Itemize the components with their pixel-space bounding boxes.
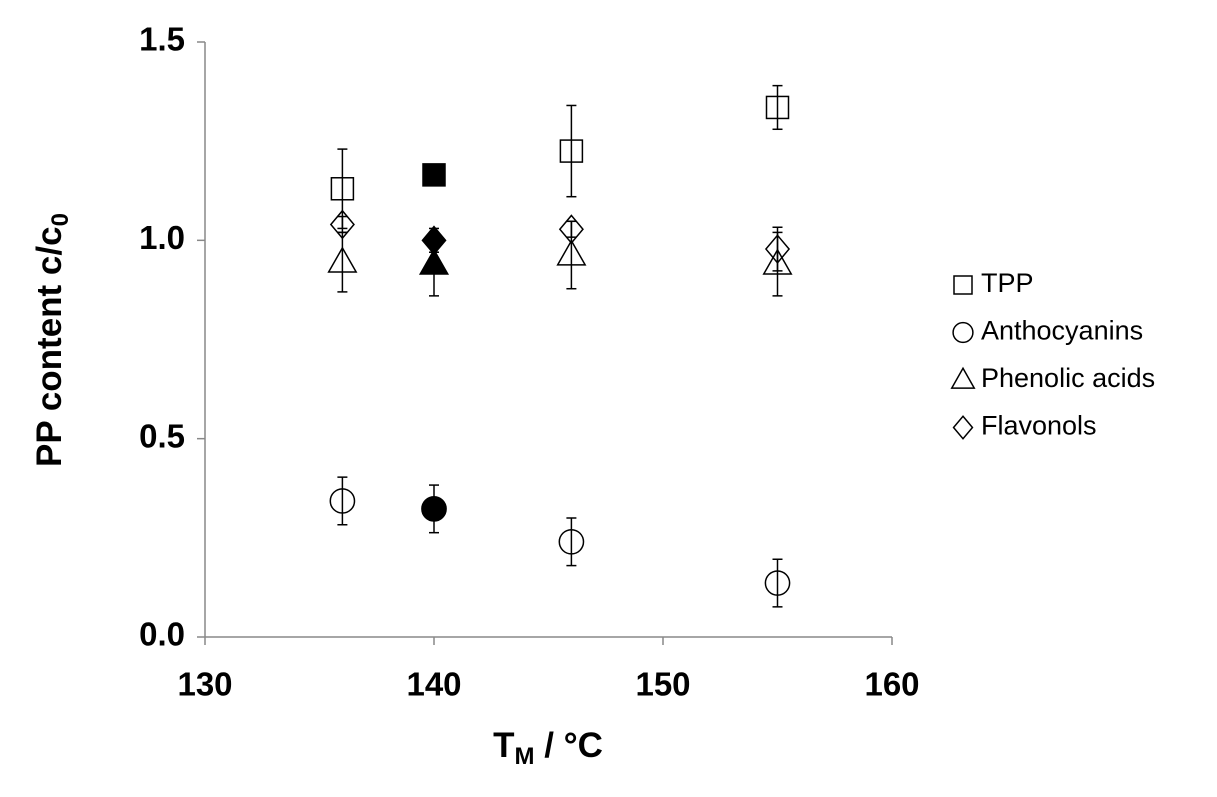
x-axis-label: TM / °C	[493, 726, 603, 770]
error-bar	[772, 558, 783, 608]
error-bar	[772, 84, 783, 131]
x-label-sub: M	[514, 743, 534, 770]
point	[558, 214, 584, 245]
legend-marker	[953, 275, 973, 295]
point	[330, 177, 355, 201]
error-bar	[337, 231, 348, 293]
error-bar	[566, 220, 577, 238]
error-bar	[566, 104, 577, 198]
point	[762, 248, 793, 275]
point	[418, 248, 450, 275]
x-tick-label: 150	[635, 666, 690, 703]
error-bar	[566, 517, 577, 567]
legend-label: Flavonols	[981, 411, 1097, 441]
y-tick-label: 1.0	[139, 219, 185, 256]
y-label-main: PP content c/c	[30, 226, 69, 467]
error-bar	[337, 215, 348, 234]
x-label-main: T	[493, 726, 514, 765]
x-tick-label: 160	[864, 666, 919, 703]
x-tick-label: 130	[177, 666, 232, 703]
legend-marker	[952, 321, 974, 344]
point	[764, 570, 791, 596]
point	[559, 139, 584, 163]
y-label-sub: 0	[47, 213, 74, 226]
point	[327, 246, 358, 273]
point	[765, 95, 790, 120]
legend-marker	[952, 415, 974, 440]
y-tick-label: 0.5	[139, 417, 185, 454]
legend-marker	[950, 366, 976, 389]
x-label-rest: / °C	[534, 726, 602, 765]
legend-label: TPP	[981, 268, 1034, 298]
y-tick-label: 1.5	[139, 21, 185, 58]
point	[421, 225, 447, 256]
error-bar	[337, 476, 348, 526]
point	[329, 488, 356, 514]
y-axis-label: PP content c/c0	[30, 213, 74, 467]
point	[558, 528, 585, 555]
point	[329, 209, 355, 240]
y-tick-label: 0.0	[139, 616, 185, 653]
point	[421, 496, 447, 522]
point	[556, 239, 587, 266]
point	[764, 234, 791, 264]
legend-label: Anthocyanins	[981, 316, 1143, 346]
legend-label: Phenolic acids	[981, 363, 1155, 393]
point	[422, 163, 446, 187]
x-tick-label: 140	[406, 666, 461, 703]
